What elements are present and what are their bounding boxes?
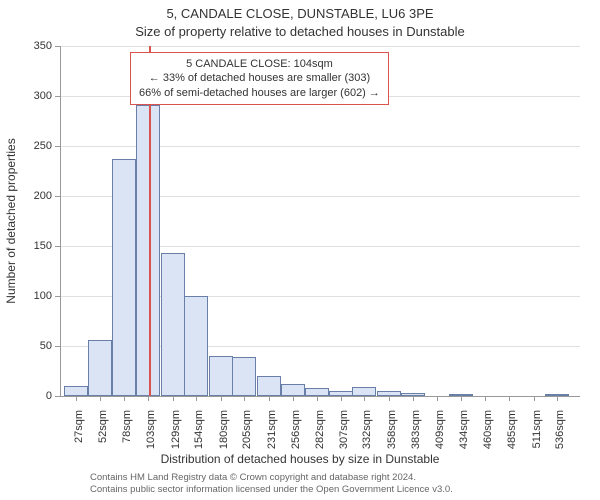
footer-line1: Contains HM Land Registry data © Crown c… bbox=[90, 472, 453, 484]
histogram-bar bbox=[209, 356, 233, 396]
chart-title-line1: 5, CANDALE CLOSE, DUNSTABLE, LU6 3PE bbox=[0, 6, 600, 21]
y-axis-label: Number of detached properties bbox=[4, 138, 18, 303]
annotation-line1: 5 CANDALE CLOSE: 104sqm bbox=[139, 57, 380, 71]
annotation-box: 5 CANDALE CLOSE: 104sqm ← 33% of detache… bbox=[130, 52, 389, 105]
annotation-line3: 66% of semi-detached houses are larger (… bbox=[139, 86, 380, 100]
histogram-bar bbox=[161, 253, 185, 396]
footer-line2: Contains public sector information licen… bbox=[90, 484, 453, 496]
y-axis bbox=[60, 46, 61, 396]
x-axis-label: Distribution of detached houses by size … bbox=[0, 452, 600, 466]
y-tick-label: 150 bbox=[22, 240, 52, 252]
y-tick-label: 250 bbox=[22, 140, 52, 152]
plot-area: 05010015020025030035027sqm52sqm78sqm103s… bbox=[60, 46, 580, 396]
histogram-bar bbox=[232, 357, 256, 396]
y-tick-label: 100 bbox=[22, 290, 52, 302]
y-tick-label: 200 bbox=[22, 190, 52, 202]
histogram-bar bbox=[64, 386, 88, 396]
histogram-bar bbox=[281, 384, 305, 396]
footer-text: Contains HM Land Registry data © Crown c… bbox=[90, 472, 453, 496]
chart-container: 5, CANDALE CLOSE, DUNSTABLE, LU6 3PE Siz… bbox=[0, 0, 600, 500]
histogram-bar bbox=[305, 388, 329, 396]
y-tick-label: 0 bbox=[22, 390, 52, 402]
histogram-bar bbox=[352, 387, 376, 396]
annotation-line2: ← 33% of detached houses are smaller (30… bbox=[139, 71, 380, 85]
x-axis bbox=[60, 396, 580, 397]
y-tick-label: 50 bbox=[22, 340, 52, 352]
gridline bbox=[60, 46, 580, 47]
histogram-bar bbox=[184, 296, 208, 396]
histogram-bar bbox=[257, 376, 281, 396]
histogram-bar bbox=[88, 340, 112, 396]
y-tick-label: 350 bbox=[22, 40, 52, 52]
y-tick-label: 300 bbox=[22, 90, 52, 102]
histogram-bar bbox=[112, 159, 136, 396]
chart-title-line2: Size of property relative to detached ho… bbox=[0, 24, 600, 39]
